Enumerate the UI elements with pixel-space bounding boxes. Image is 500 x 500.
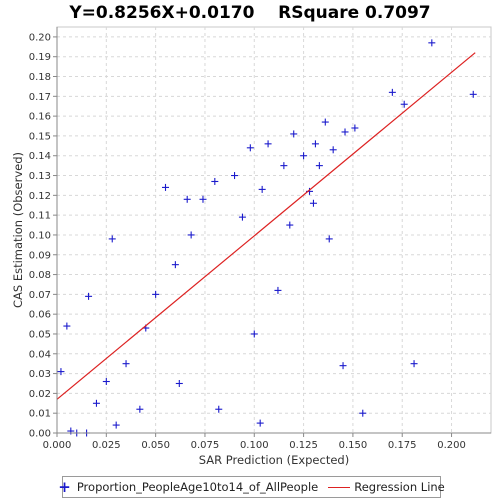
x-tick-label: 0.000 <box>43 440 72 451</box>
data-point <box>311 140 319 148</box>
y-tick-label: 0.10 <box>29 230 51 241</box>
data-point <box>315 162 323 170</box>
x-tick-label: 0.075 <box>191 440 220 451</box>
data-point <box>410 360 418 368</box>
y-tick-label: 0.17 <box>29 92 51 103</box>
y-tick-label: 0.18 <box>29 72 51 83</box>
y-tick-label: 0.00 <box>29 429 51 440</box>
data-point <box>85 292 93 300</box>
x-tick-label: 0.100 <box>240 440 269 451</box>
data-point <box>57 368 65 376</box>
legend-item-line: Regression Line <box>318 480 445 494</box>
data-point <box>264 140 272 148</box>
x-axis-ticks: 0.000 0.025 0.050 0.075 0.100 0.125 0.150 0.175… <box>43 433 466 451</box>
data-point <box>274 286 282 294</box>
x-tick-label: 0.175 <box>388 440 417 451</box>
legend-label-points: Proportion_PeopleAge10to14_of_AllPeople <box>76 480 319 494</box>
y-tick-label: 0.15 <box>29 131 51 142</box>
y-tick-label: 0.13 <box>29 171 51 182</box>
y-axis-ticks: 0.00 0.01 0.02 0.03 0.04 0.05 0.06 0.07 0.08 0.09… <box>29 32 57 440</box>
y-tick-label: 0.05 <box>29 329 51 340</box>
y-tick-label: 0.16 <box>29 112 51 123</box>
data-point <box>152 290 160 298</box>
y-tick-label: 0.11 <box>29 211 51 222</box>
data-point <box>231 172 239 180</box>
y-tick-label: 0.07 <box>29 290 51 301</box>
y-tick-label: 0.14 <box>29 151 51 162</box>
y-tick-label: 0.08 <box>29 270 51 281</box>
legend-item-points: + Proportion_PeopleAge10to14_of_AllPeopl… <box>58 477 319 496</box>
data-point <box>187 231 195 239</box>
x-tick-label: 0.150 <box>339 440 368 451</box>
data-point <box>108 235 116 243</box>
data-point <box>359 409 367 417</box>
x-tick-label: 0.125 <box>289 440 318 451</box>
y-axis-title: CAS Estimation (Observed) <box>11 152 25 308</box>
data-point <box>215 405 223 413</box>
y-tick-label: 0.01 <box>29 409 51 420</box>
legend-label-line: Regression Line <box>354 480 445 494</box>
plot-area <box>56 26 492 434</box>
data-point <box>400 100 408 108</box>
regression-line-group <box>56 52 476 400</box>
data-point <box>250 330 258 338</box>
data-point <box>341 128 349 136</box>
chart-title: Y=0.8256X+0.0170 RSquare 0.7097 <box>69 3 431 23</box>
data-point <box>339 362 347 370</box>
y-tick-label: 0.12 <box>29 191 51 202</box>
x-tick-label: 0.050 <box>141 440 170 451</box>
data-point <box>102 378 110 386</box>
regression-line <box>56 52 476 400</box>
data-point <box>428 39 436 47</box>
y-tick-label: 0.20 <box>29 32 51 43</box>
data-point <box>258 185 266 193</box>
data-point <box>63 322 71 330</box>
x-axis-title: SAR Prediction (Expected) <box>199 453 349 467</box>
data-point <box>136 405 144 413</box>
data-point <box>162 183 169 191</box>
data-point <box>469 90 477 98</box>
data-point <box>112 421 120 429</box>
y-tick-label: 0.03 <box>29 369 51 380</box>
data-point <box>183 195 191 203</box>
data-point <box>290 130 298 138</box>
data-point <box>351 124 359 132</box>
data-point <box>211 177 219 185</box>
data-point <box>309 199 317 207</box>
data-point <box>325 235 333 243</box>
red-line-icon <box>328 486 351 488</box>
y-tick-label: 0.02 <box>29 389 51 400</box>
data-point <box>300 152 308 160</box>
plus-marker-icon: + <box>58 477 71 496</box>
data-point <box>199 195 207 203</box>
data-point <box>256 419 264 427</box>
data-point <box>238 213 246 221</box>
y-tick-label: 0.04 <box>29 349 51 360</box>
data-point <box>329 146 337 154</box>
data-point <box>388 88 396 96</box>
data-point <box>175 379 183 387</box>
data-point <box>286 221 294 229</box>
x-tick-label: 0.025 <box>92 440 121 451</box>
legend: + Proportion_PeopleAge10to14_of_AllPeopl… <box>58 476 445 498</box>
data-point <box>122 360 130 368</box>
data-point <box>321 118 329 126</box>
data-point <box>92 399 100 407</box>
y-tick-label: 0.09 <box>29 250 51 261</box>
x-tick-label: 0.200 <box>437 440 466 451</box>
data-point <box>280 162 288 170</box>
y-tick-label: 0.19 <box>29 52 51 63</box>
y-tick-label: 0.06 <box>29 310 51 321</box>
data-point <box>171 261 179 269</box>
data-point <box>246 144 254 152</box>
